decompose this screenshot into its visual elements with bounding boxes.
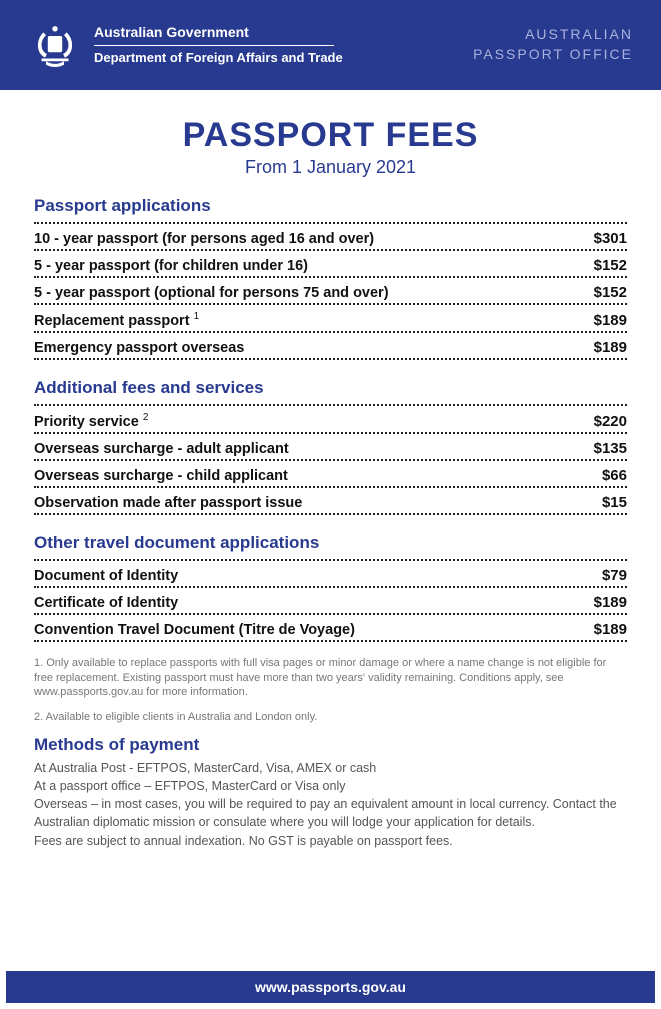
footnotes: 1. Only available to replace passports w… (34, 656, 627, 725)
office-line2: PASSPORT OFFICE (473, 45, 633, 65)
fee-row: Document of Identity $79 (34, 561, 627, 586)
content: PASSPORT FEES From 1 January 2021 Passpo… (0, 90, 661, 860)
coat-of-arms-icon (28, 18, 82, 72)
fee-label: Overseas surcharge - adult applicant (34, 441, 289, 457)
office-name: AUSTRALIAN PASSPORT OFFICE (473, 25, 633, 64)
footer-bar: www.passports.gov.au (6, 971, 655, 1003)
fee-row: 10 - year passport (for persons aged 16 … (34, 224, 627, 249)
methods-line: At Australia Post - EFTPOS, MasterCard, … (34, 759, 627, 777)
fee-row: 5 - year passport (optional for persons … (34, 278, 627, 303)
fee-row: 5 - year passport (for children under 16… (34, 251, 627, 276)
fee-price: $79 (602, 567, 627, 584)
fee-label: Emergency passport overseas (34, 340, 244, 356)
fee-price: $66 (602, 467, 627, 484)
footer-url: www.passports.gov.au (255, 979, 406, 995)
dotted-divider (34, 513, 627, 515)
section-heading: Additional fees and services (34, 378, 627, 398)
fee-label: Convention Travel Document (Titre de Voy… (34, 622, 355, 638)
dotted-divider (34, 358, 627, 360)
fee-label: Overseas surcharge - child applicant (34, 468, 288, 484)
office-line1: AUSTRALIAN (473, 25, 633, 45)
page: Australian Government Department of Fore… (0, 0, 661, 1009)
section-heading: Other travel document applications (34, 533, 627, 553)
methods-line: Overseas – in most cases, you will be re… (34, 795, 627, 831)
fee-price: $152 (594, 284, 627, 301)
fee-row: Convention Travel Document (Titre de Voy… (34, 615, 627, 640)
footnote-text: 2. Available to eligible clients in Aust… (34, 710, 627, 725)
fee-price: $152 (594, 257, 627, 274)
page-title: PASSPORT FEES (34, 116, 627, 155)
methods-body: At Australia Post - EFTPOS, MasterCard, … (34, 759, 627, 850)
methods-heading: Methods of payment (34, 735, 627, 755)
fee-label: 5 - year passport (for children under 16… (34, 258, 308, 274)
dotted-divider (34, 640, 627, 642)
footnote-text: 1. Only available to replace passports w… (34, 656, 627, 701)
fee-label: 5 - year passport (optional for persons … (34, 285, 389, 301)
header-left: Australian Government Department of Fore… (28, 18, 343, 72)
section-heading: Passport applications (34, 196, 627, 216)
fee-price: $135 (594, 440, 627, 457)
gov-divider (94, 45, 334, 46)
fee-price: $189 (594, 312, 627, 329)
methods-line: Fees are subject to annual indexation. N… (34, 832, 627, 850)
page-subtitle: From 1 January 2021 (34, 157, 627, 178)
fee-row: Overseas surcharge - adult applicant $135 (34, 434, 627, 459)
fee-label: Document of Identity (34, 568, 178, 584)
fee-price: $301 (594, 230, 627, 247)
fee-label: Certificate of Identity (34, 595, 178, 611)
fee-label: Replacement passport 1 (34, 311, 199, 329)
fee-price: $15 (602, 494, 627, 511)
fee-price: $189 (594, 594, 627, 611)
footnote-ref: 1 (194, 311, 200, 322)
fee-row: Overseas surcharge - child applicant $66 (34, 461, 627, 486)
dept-name: Department of Foreign Affairs and Trade (94, 50, 343, 67)
fee-row: Replacement passport 1 $189 (34, 305, 627, 331)
fee-price: $220 (594, 413, 627, 430)
fee-label: Observation made after passport issue (34, 495, 302, 511)
fee-row: Emergency passport overseas $189 (34, 333, 627, 358)
fee-row: Priority service 2 $220 (34, 406, 627, 432)
gov-text: Australian Government Department of Fore… (94, 23, 343, 67)
methods-line: At a passport office – EFTPOS, MasterCar… (34, 777, 627, 795)
fee-price: $189 (594, 621, 627, 638)
fee-label: 10 - year passport (for persons aged 16 … (34, 231, 374, 247)
header-bar: Australian Government Department of Fore… (0, 0, 661, 90)
fee-label: Priority service 2 (34, 412, 148, 430)
fee-price: $189 (594, 339, 627, 356)
fee-sections: Passport applications 10 - year passport … (34, 196, 627, 642)
gov-name: Australian Government (94, 23, 343, 41)
fee-row: Certificate of Identity $189 (34, 588, 627, 613)
fee-row: Observation made after passport issue $15 (34, 488, 627, 513)
footnote-ref: 2 (143, 412, 149, 423)
